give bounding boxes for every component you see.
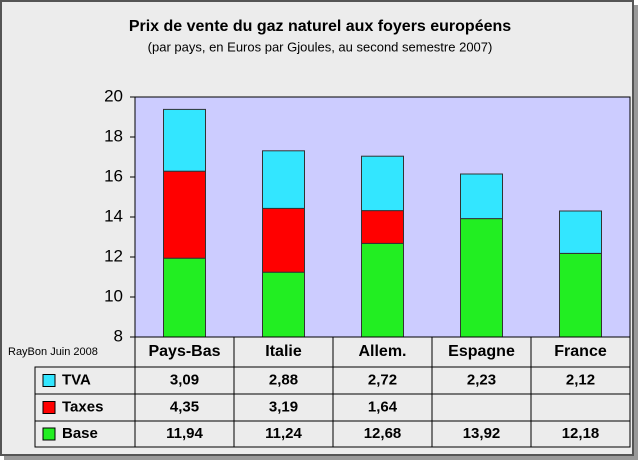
legend-swatch [42,374,56,387]
bar-segment [361,210,404,244]
y-tick-label: 16 [104,166,123,185]
table-value: 3,09 [170,371,199,388]
bar-segment [262,207,305,273]
bar-segment [163,257,206,338]
legend-label: Taxes [62,398,103,415]
table-value: 13,92 [463,425,501,442]
y-tick-label: 8 [114,326,123,345]
y-tick-label: 14 [104,206,123,225]
bar-segment [361,242,404,338]
bar-segment [163,170,206,259]
x-tick-label: Allem. [358,343,406,360]
table-value: 2,23 [467,371,496,388]
bar-segment [262,150,305,209]
bar-segment [559,210,602,254]
y-tick-label: 10 [104,286,123,305]
x-tick-label: Pays-Bas [148,343,220,360]
table-value: 4,35 [170,398,199,415]
legend-swatch [42,401,56,414]
x-tick-label: Italie [265,343,302,360]
table-value: 12,18 [562,425,600,442]
table-value: 3,19 [269,398,298,415]
chart-title: Prix de vente du gaz naturel aux foyers … [129,18,511,35]
y-tick-label: 20 [104,86,123,105]
table-value: 11,24 [265,425,302,442]
table-value: 11,94 [166,425,203,442]
table-value: 1,64 [368,398,398,415]
bar-segment [460,218,503,338]
y-tick-label: 12 [104,246,123,265]
x-tick-label: France [554,343,607,360]
shadow [634,5,638,460]
table-value: 2,88 [269,371,298,388]
annotation: RayBon Juin 2008 [8,346,98,358]
bar-segment [559,252,602,338]
legend-label: Base [62,425,98,442]
bar-segment [262,271,305,338]
table-value: 2,72 [368,371,397,388]
bar-segment [460,173,503,220]
legend-label: TVA [62,371,91,388]
chart-subtitle: (par pays, en Euros par Gjoules, au seco… [148,39,493,54]
shadow [4,456,636,460]
x-tick-label: Espagne [448,343,515,360]
table-value: 2,12 [566,371,595,388]
table-value: 12,68 [364,425,402,442]
legend-swatch [42,427,56,441]
bar-segment [163,108,206,172]
bar-segment [361,155,404,212]
y-tick-label: 18 [104,126,123,145]
